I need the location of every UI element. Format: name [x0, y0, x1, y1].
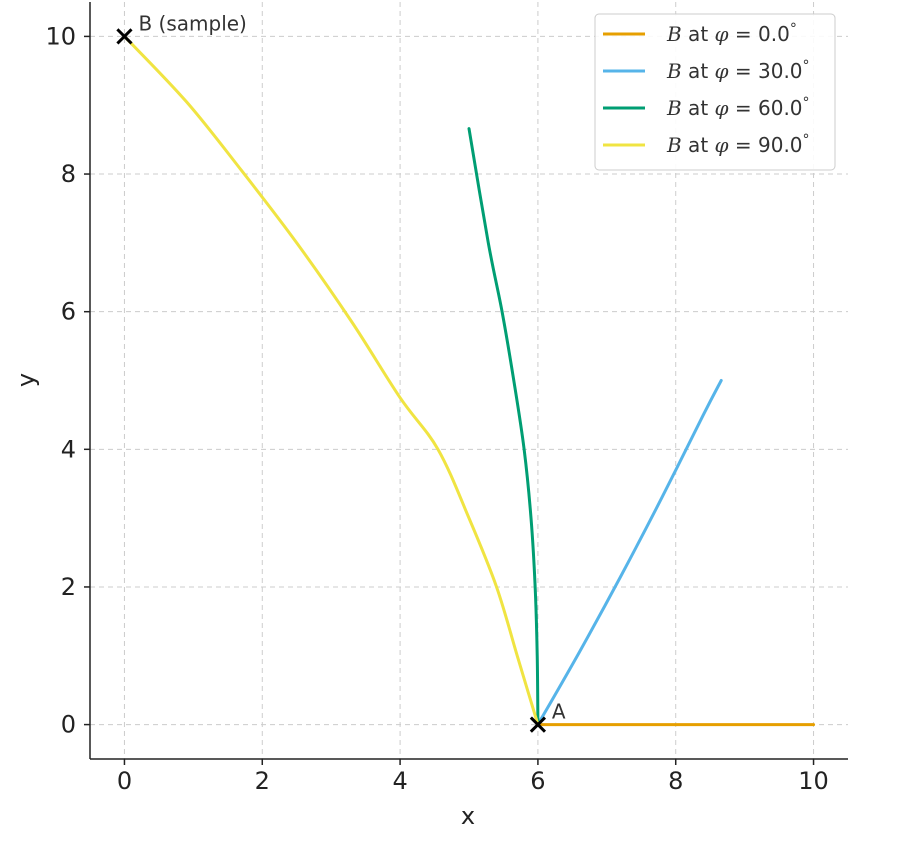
legend-entry-2: B at φ = 60.0° [603, 95, 810, 120]
axes: 0 2 4 6 8 10 0 2 4 6 8 10 [45, 2, 848, 795]
series-line-3 [122, 34, 540, 727]
y-tick-label: 10 [45, 22, 76, 50]
annotation-label: B (sample) [138, 11, 246, 35]
x-tick-label: 2 [255, 767, 270, 795]
series-line-1 [536, 379, 723, 727]
series-line-2 [467, 127, 540, 727]
legend-entry-0: B at φ = 0.0° [603, 21, 797, 46]
x-tick-label: 6 [530, 767, 545, 795]
legend-label: B at φ = 90.0° [666, 132, 810, 157]
annotation-label: A [552, 700, 566, 724]
x-tick-label: 4 [392, 767, 407, 795]
x-axis-label: x [461, 802, 475, 830]
plot-series [122, 34, 816, 727]
legend-entry-3: B at φ = 90.0° [603, 132, 810, 157]
annotations: B (sample) A [138, 11, 565, 723]
y-tick-label: 0 [61, 711, 76, 739]
y-tick-label: 6 [61, 298, 76, 326]
x-tick-label: 10 [798, 767, 829, 795]
y-tick-label: 8 [61, 160, 76, 188]
legend-label: B at φ = 30.0° [666, 58, 810, 83]
x-tick-label: 8 [668, 767, 683, 795]
legend-entry-1: B at φ = 30.0° [603, 58, 810, 83]
legend: B at φ = 0.0° B at φ = 30.0° B at φ = 60.0… [594, 13, 836, 171]
legend-box [594, 13, 836, 171]
y-tick-label: 4 [61, 435, 76, 463]
legend-label: B at φ = 60.0° [666, 95, 810, 120]
point-marker-b [116, 28, 133, 45]
y-axis-label: y [12, 373, 40, 387]
point-marker-a [529, 716, 547, 733]
x-tick-label: 0 [117, 767, 132, 795]
point-markers [116, 28, 547, 733]
legend-label: B at φ = 0.0° [666, 21, 797, 46]
y-tick-label: 2 [61, 573, 76, 601]
